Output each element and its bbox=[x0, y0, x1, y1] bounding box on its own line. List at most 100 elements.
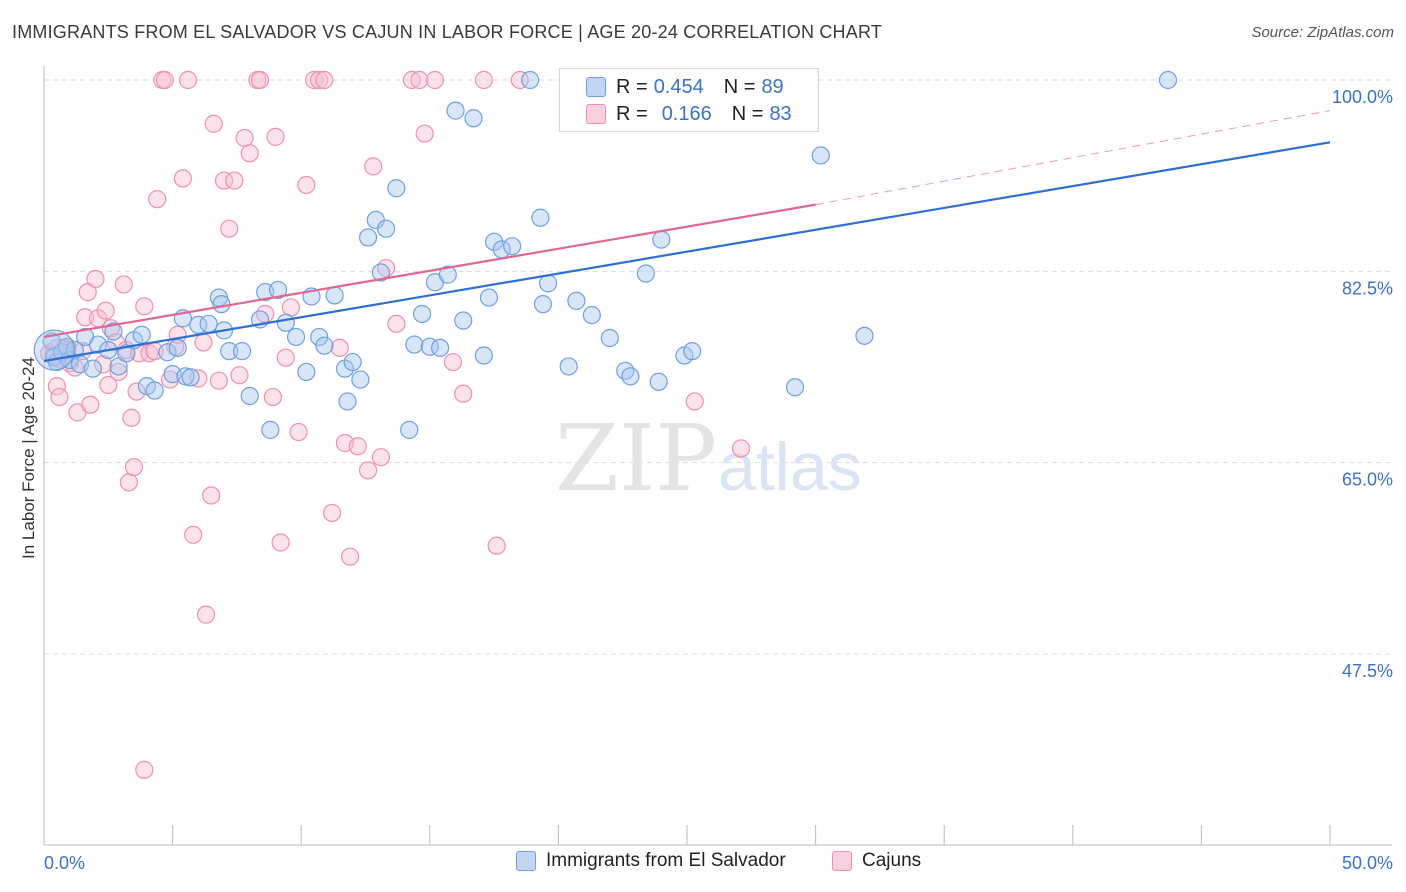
el-salvador-point bbox=[297, 362, 316, 382]
cajun-point bbox=[202, 486, 221, 505]
cajun-point bbox=[81, 395, 100, 414]
el-salvador-point bbox=[649, 372, 668, 391]
cajun-point bbox=[196, 605, 216, 624]
el-salvador-point bbox=[652, 230, 671, 249]
cajun-point bbox=[135, 297, 154, 316]
r-label: R = bbox=[616, 75, 648, 98]
cajun-point bbox=[114, 275, 133, 294]
cajun-point bbox=[209, 371, 228, 390]
x-tick-label: 50.0% bbox=[1342, 853, 1393, 873]
bottom-legend-label-cajuns: Cajuns bbox=[862, 850, 922, 871]
y-tick-label: 82.5% bbox=[1342, 278, 1393, 298]
legend-swatch-blue bbox=[586, 77, 606, 97]
el-salvador-point bbox=[464, 109, 483, 128]
bottom-legend-cajuns: Cajuns bbox=[832, 850, 921, 872]
watermark-atlas: atlas bbox=[718, 429, 862, 505]
cajun-point bbox=[194, 333, 213, 352]
el-salvador-point bbox=[582, 305, 601, 325]
cajun-point bbox=[510, 70, 529, 90]
el-salvador-point bbox=[479, 288, 499, 307]
cajun-point bbox=[263, 387, 283, 407]
cajun-point bbox=[289, 422, 308, 442]
cajun-point bbox=[86, 269, 105, 289]
cajun-point bbox=[322, 503, 342, 523]
cajun-point bbox=[240, 144, 259, 163]
bottom-swatch-blue bbox=[516, 851, 536, 871]
correlation-legend: R = 0.454 N = 89 R = 0.166 N = 83 bbox=[559, 68, 819, 132]
cajun-point bbox=[443, 352, 463, 372]
el-salvador-point bbox=[533, 295, 553, 314]
cajun-point bbox=[348, 437, 367, 456]
el-salvador-point bbox=[132, 325, 151, 344]
watermark: ZIP atlas bbox=[555, 405, 862, 512]
cajun-point bbox=[122, 408, 141, 427]
el-salvador-point bbox=[683, 342, 702, 361]
el-salvador-point bbox=[636, 264, 655, 283]
el-salvador-point bbox=[1158, 70, 1178, 90]
el-salvador-point bbox=[376, 219, 396, 238]
cajun-point bbox=[304, 70, 324, 90]
el-salvador-point bbox=[168, 338, 187, 357]
el-salvador-point bbox=[220, 342, 239, 361]
cajun-point bbox=[387, 314, 406, 333]
el-salvador-point bbox=[559, 357, 578, 376]
chart-title: IMMIGRANTS FROM EL SALVADOR VS CAJUN IN … bbox=[12, 22, 883, 42]
el-salvador-point bbox=[503, 237, 522, 256]
el-salvador-point bbox=[325, 286, 344, 305]
el-salvador-point bbox=[286, 327, 306, 347]
el-salvador-point bbox=[268, 280, 288, 300]
r-value-el-salvador: 0.454 bbox=[653, 75, 704, 98]
el-salvador-point bbox=[276, 313, 295, 332]
cajun-point bbox=[220, 219, 239, 238]
cajun-point bbox=[474, 70, 493, 90]
cajun-point bbox=[96, 301, 115, 320]
cajun-point bbox=[281, 298, 301, 317]
cajun-point bbox=[266, 127, 285, 146]
cajun-point bbox=[214, 171, 234, 190]
el-salvador-point bbox=[212, 295, 231, 314]
el-salvador-point bbox=[351, 370, 370, 389]
el-salvador-point bbox=[621, 367, 640, 386]
el-salvador-point bbox=[521, 70, 540, 90]
legend-row-cajuns: R = 0.166 N = 83 bbox=[586, 102, 792, 126]
cajun-point bbox=[109, 362, 128, 382]
cajun-point bbox=[358, 461, 378, 480]
el-salvador-point bbox=[485, 232, 504, 251]
el-salvador-point bbox=[104, 322, 123, 341]
el-salvador-point bbox=[785, 378, 805, 397]
el-salvador-point bbox=[310, 327, 329, 347]
el-salvador-point bbox=[181, 368, 200, 387]
cajun-point bbox=[119, 473, 138, 492]
cajun-point bbox=[99, 375, 118, 395]
source-credit: Source: ZipAtlas.com bbox=[1251, 24, 1394, 41]
el-salvador-point bbox=[158, 343, 177, 362]
cajun-point bbox=[685, 392, 704, 411]
el-salvador-point bbox=[261, 420, 280, 439]
cajun-point bbox=[50, 387, 69, 407]
cajun-point bbox=[135, 760, 154, 779]
cajun-point bbox=[184, 525, 203, 544]
el-salvador-point bbox=[567, 291, 586, 310]
cajun-point bbox=[371, 448, 391, 467]
y-tick-label: 100.0% bbox=[1332, 87, 1393, 107]
legend-row-el-salvador: R = 0.454 N = 89 bbox=[586, 75, 784, 99]
el-salvador-point bbox=[405, 335, 424, 354]
cajun-point bbox=[173, 169, 192, 188]
el-salvador-point bbox=[315, 336, 334, 355]
cajun-point bbox=[410, 70, 429, 90]
el-salvador-point bbox=[358, 228, 378, 247]
el-salvador-point bbox=[400, 420, 419, 439]
el-salvador-point bbox=[454, 311, 473, 330]
cajun-point bbox=[310, 70, 329, 90]
el-salvador-point bbox=[412, 304, 432, 324]
n-label: N = bbox=[723, 75, 756, 98]
n-value-el-salvador: 89 bbox=[761, 75, 784, 98]
axes bbox=[43, 66, 1392, 846]
y-axis-label: In Labor Force | Age 20-24 bbox=[19, 357, 38, 559]
cajun-point bbox=[487, 536, 506, 555]
el-salvador-point bbox=[855, 326, 874, 345]
el-salvador-point bbox=[145, 381, 164, 400]
cajun-point bbox=[364, 157, 383, 176]
legend-swatch-pink bbox=[586, 104, 606, 124]
cajun-point bbox=[155, 70, 174, 90]
